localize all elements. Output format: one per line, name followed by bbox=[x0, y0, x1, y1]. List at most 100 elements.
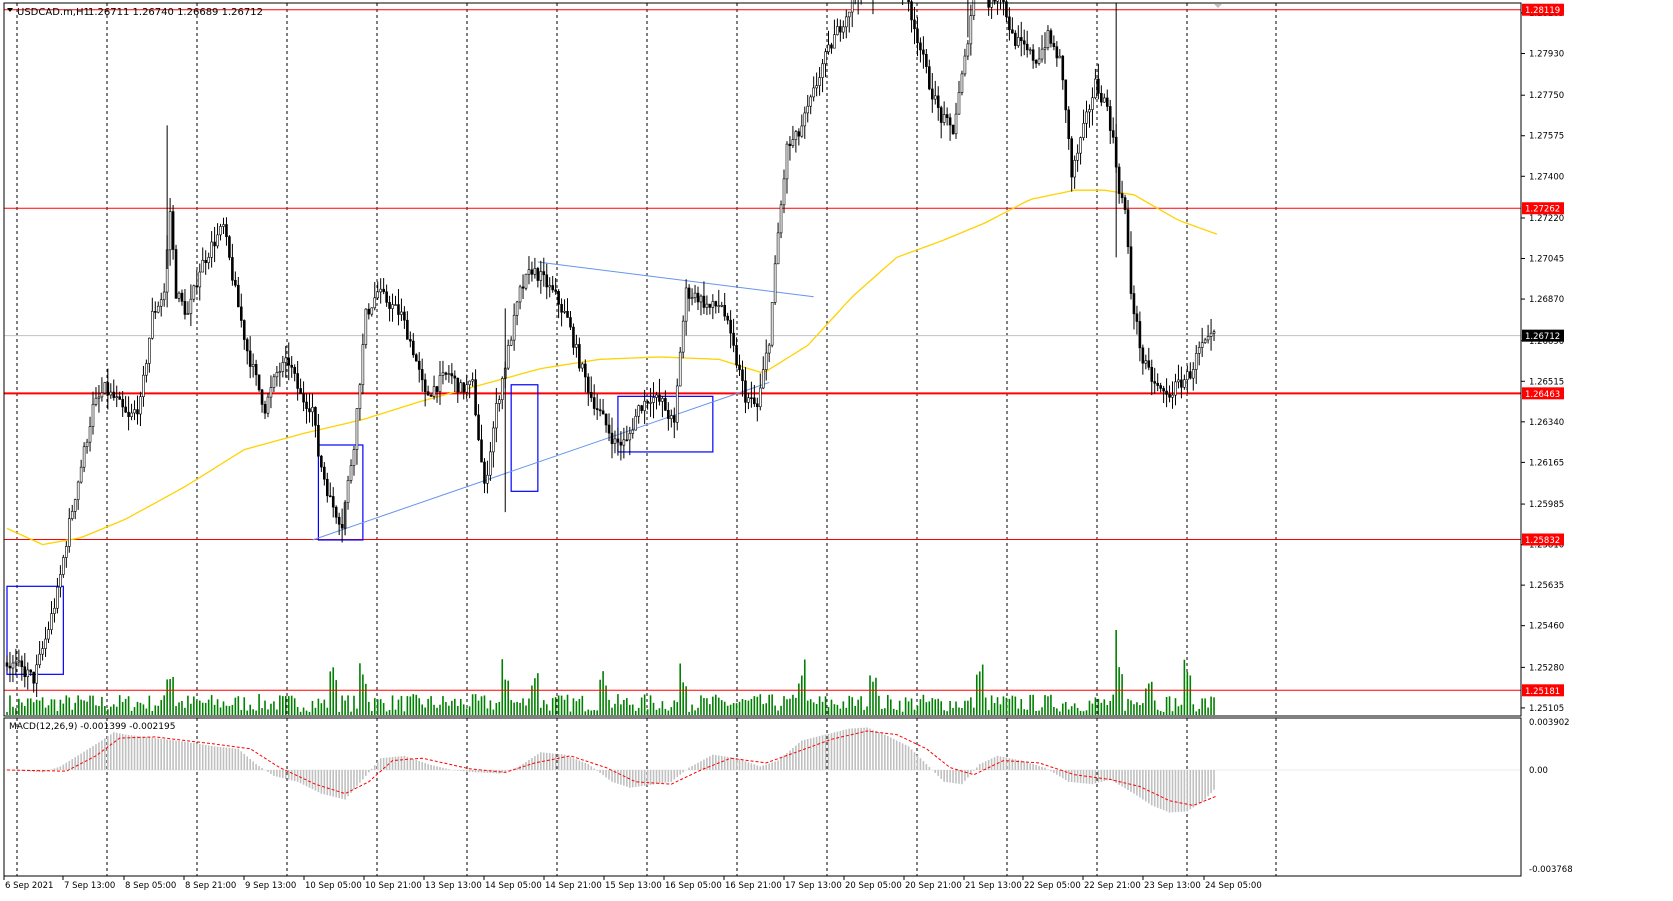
candle-body bbox=[1085, 111, 1088, 124]
candle-body bbox=[616, 438, 620, 443]
candle-body bbox=[613, 438, 617, 444]
candle-body bbox=[296, 373, 299, 389]
dropdown-arrow-icon[interactable] bbox=[7, 8, 13, 12]
candle-body bbox=[913, 19, 916, 30]
price-tick-label: 1.25810 bbox=[1529, 541, 1564, 551]
candle-body bbox=[1073, 160, 1076, 178]
level-tag[interactable] bbox=[1522, 684, 1564, 697]
trendlines[interactable] bbox=[312, 261, 814, 541]
candle-body bbox=[139, 396, 142, 415]
candle-body bbox=[1180, 379, 1183, 388]
candle-body bbox=[1194, 353, 1198, 370]
candle-body bbox=[1091, 97, 1094, 110]
candle-body bbox=[97, 396, 101, 399]
candle-body bbox=[963, 55, 967, 75]
macd-tick-label: -0.003768 bbox=[1529, 865, 1573, 875]
candle-body bbox=[32, 671, 35, 684]
candle-body bbox=[1206, 336, 1210, 341]
candle-body bbox=[8, 665, 12, 669]
price-tick-label: 1.27750 bbox=[1529, 91, 1564, 101]
time-label: 10 Sep 05:00 bbox=[305, 881, 362, 891]
time-axis[interactable]: 6 Sep 2021 7 Sep 13:00 8 Sep 05:00 8 Sep 21… bbox=[3, 876, 1262, 891]
zone-box[interactable] bbox=[317, 444, 364, 541]
candle-body bbox=[770, 302, 774, 346]
candle-body bbox=[85, 441, 89, 447]
candle-body bbox=[361, 344, 365, 386]
candle-body bbox=[429, 394, 433, 397]
candle-body bbox=[397, 304, 400, 315]
candle-body bbox=[183, 301, 187, 315]
candle-body bbox=[1016, 37, 1020, 46]
candle-body bbox=[103, 382, 107, 394]
candle-body bbox=[939, 107, 943, 123]
candle-body bbox=[1043, 47, 1047, 50]
level-tag[interactable] bbox=[1522, 533, 1564, 546]
candle-body bbox=[1191, 369, 1195, 379]
candle-body bbox=[910, 1, 913, 21]
candle-body bbox=[836, 26, 839, 35]
candle-body bbox=[560, 303, 563, 313]
price-axis[interactable]: 1.289851.288101.286351.284601.282801.281… bbox=[1521, 0, 1573, 875]
candle-body bbox=[1174, 381, 1177, 396]
candle-body bbox=[678, 351, 682, 387]
price-tick-label: 1.25105 bbox=[1529, 704, 1564, 714]
candle-body bbox=[575, 344, 578, 348]
candle-body bbox=[323, 466, 326, 480]
candle-body bbox=[509, 339, 513, 346]
candle-body bbox=[275, 372, 279, 378]
trendline[interactable] bbox=[537, 261, 814, 298]
candle-body bbox=[11, 662, 15, 669]
zone-box[interactable] bbox=[6, 585, 64, 675]
candle-body bbox=[376, 291, 380, 299]
candle-body bbox=[174, 249, 178, 299]
candle-body bbox=[684, 287, 688, 322]
candle-body bbox=[82, 446, 86, 468]
candle-body bbox=[548, 285, 552, 288]
candle-body bbox=[1132, 293, 1136, 315]
trendline[interactable] bbox=[312, 381, 770, 541]
candle-body bbox=[1031, 49, 1035, 61]
time-label: 16 Sep 05:00 bbox=[665, 881, 722, 891]
candle-body bbox=[500, 378, 504, 400]
candle-body bbox=[325, 478, 329, 497]
price-tick-label: 1.25280 bbox=[1529, 663, 1564, 673]
candle-body bbox=[65, 546, 68, 558]
candle-body bbox=[228, 236, 231, 258]
zone-boxes[interactable] bbox=[6, 384, 714, 675]
candle-body bbox=[506, 344, 510, 369]
symbol-label: USDCAD.m,H1 bbox=[17, 7, 90, 18]
candle-body bbox=[438, 375, 442, 392]
zone-box[interactable] bbox=[510, 384, 539, 492]
candle-body bbox=[545, 274, 549, 288]
candle-body bbox=[842, 26, 845, 33]
time-label: 21 Sep 13:00 bbox=[965, 881, 1022, 891]
candle-body bbox=[586, 376, 590, 393]
candle-body bbox=[764, 352, 768, 370]
candle-body bbox=[450, 373, 454, 377]
horizontal-levels[interactable] bbox=[4, 0, 1521, 691]
candle-body bbox=[1183, 379, 1186, 388]
candle-body bbox=[1186, 371, 1189, 381]
candle-body bbox=[1094, 78, 1097, 99]
level-tag[interactable] bbox=[1522, 387, 1564, 400]
candle-body bbox=[133, 409, 136, 414]
candle-body bbox=[349, 465, 353, 481]
candle-body bbox=[118, 396, 121, 400]
candle-body bbox=[803, 112, 807, 127]
candle-body bbox=[251, 363, 255, 367]
candle-body bbox=[287, 357, 291, 366]
candle-body bbox=[237, 284, 240, 308]
candle-body bbox=[919, 42, 922, 51]
candle-body bbox=[987, 0, 990, 8]
level-tag[interactable] bbox=[1522, 3, 1564, 16]
candle-body bbox=[290, 364, 294, 368]
candle-body bbox=[5, 662, 9, 667]
level-tag[interactable] bbox=[1522, 202, 1564, 215]
candle-body bbox=[661, 398, 664, 402]
price-tick-label: 1.25985 bbox=[1529, 500, 1564, 510]
candle-body bbox=[554, 289, 557, 292]
candle-body bbox=[225, 224, 228, 238]
candle-body bbox=[388, 302, 391, 309]
candle-body bbox=[922, 49, 925, 55]
